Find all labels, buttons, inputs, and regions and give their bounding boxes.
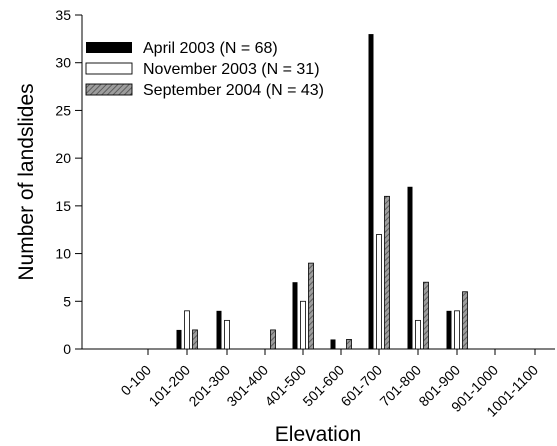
bar-2-6 <box>384 195 390 350</box>
y-tick-label: 10 <box>55 246 71 262</box>
legend-swatch-1 <box>85 62 133 75</box>
x-tick-label: 601-700 <box>337 362 385 410</box>
bar-0-6 <box>368 34 374 349</box>
legend-swatch-2 <box>85 83 133 96</box>
legend-label-0: April 2003 (N = 68) <box>143 40 278 57</box>
legend-label-2: September 2004 (N = 43) <box>143 82 324 99</box>
legend: April 2003 (N = 68) November 2003 (N = 31… <box>85 40 324 99</box>
bar-1-8 <box>454 310 460 350</box>
bar-2-8 <box>462 291 468 350</box>
x-tick-label: 701-800 <box>376 362 424 410</box>
bar-2-1 <box>192 329 198 350</box>
bar-2-3 <box>270 329 276 350</box>
y-tick-label: 20 <box>55 150 71 166</box>
bar-1-4 <box>300 300 306 350</box>
y-tick-label: 25 <box>55 102 71 118</box>
x-ticks: 0-100101-200201-300301-400401-500501-600… <box>117 349 541 420</box>
bars <box>176 34 468 350</box>
x-axis-title: Elevation <box>275 423 361 446</box>
y-tick-label: 0 <box>63 341 71 357</box>
y-tick-label: 30 <box>55 55 71 71</box>
x-tick-label: 301-400 <box>223 362 271 410</box>
y-axis-title: Number of landslides <box>15 83 38 280</box>
x-tick-label: 101-200 <box>145 362 193 410</box>
x-tick-label: 401-500 <box>261 362 309 410</box>
x-tick-label: 0-100 <box>117 362 154 399</box>
bar-0-8 <box>446 310 452 349</box>
bar-2-5 <box>346 339 352 350</box>
y-tick-label: 5 <box>63 293 71 309</box>
bar-1-1 <box>184 310 190 350</box>
bar-1-7 <box>415 319 421 350</box>
bar-0-1 <box>176 329 182 349</box>
x-tick-label: 501-600 <box>299 362 347 410</box>
bar-0-7 <box>407 186 413 349</box>
bar-0-5 <box>330 339 336 349</box>
y-tick-label: 15 <box>55 198 71 214</box>
bar-2-7 <box>423 281 429 350</box>
bar-0-2 <box>216 310 222 349</box>
y-tick-label: 35 <box>55 7 71 23</box>
y-ticks: 0 5 10 15 20 25 30 35 <box>55 7 82 357</box>
bar-0-4 <box>292 282 298 349</box>
bar-1-6 <box>376 234 382 350</box>
legend-label-1: November 2003 (N = 31) <box>143 61 320 78</box>
bar-2-4 <box>308 262 314 350</box>
legend-swatch-0 <box>86 42 132 53</box>
x-tick-label: 201-300 <box>185 362 233 410</box>
bar-1-2 <box>224 319 230 350</box>
